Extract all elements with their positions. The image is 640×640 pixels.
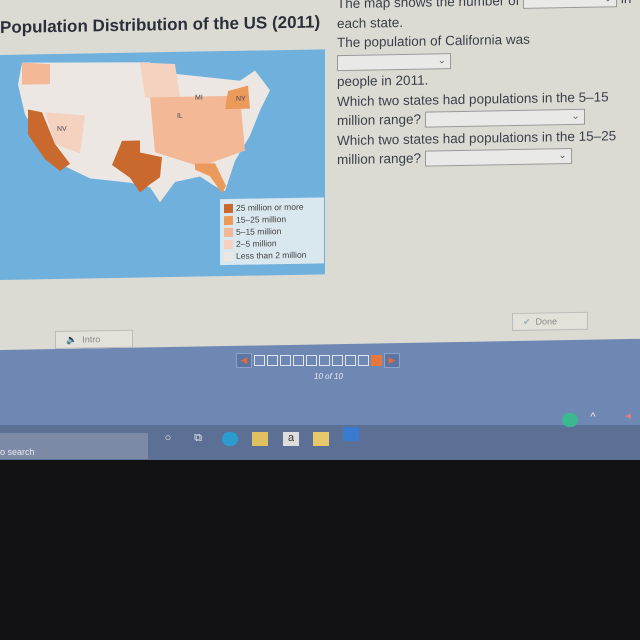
page-3[interactable] [280,355,291,366]
page-8[interactable] [345,355,356,366]
intro-label: Intro [82,334,101,345]
legend-swatch [224,227,233,237]
state-ny [225,85,250,110]
questions: The map shows the number of ⌄ in each sta… [337,0,632,170]
page-navigator: ◀ ▶ [236,353,400,368]
state-nv-region [45,112,85,154]
store-icon[interactable] [313,432,329,446]
page-10-current[interactable] [371,355,382,366]
state-tx [112,140,162,193]
next-page-button[interactable]: ▶ [384,353,400,368]
us-population-map: NV MI IL NY 25 million or more 15–25 mil… [0,49,325,280]
question-4: Which two states had populations in the … [337,125,632,169]
page-4[interactable] [293,355,304,366]
q4-dropdown[interactable]: ⌄ [424,148,572,168]
speaker-icon: 🔈 [66,334,78,345]
page-6[interactable] [319,355,330,366]
state-label-mi: MI [195,94,203,101]
page-count: 10 of 10 [314,372,343,381]
legend-swatch [224,239,233,249]
legend-label: Less than 2 million [236,249,307,261]
q1-dropdown[interactable]: ⌄ [523,0,618,10]
legend-label: 25 million or more [236,201,304,213]
prev-page-button[interactable]: ◀ [236,353,252,368]
q3-dropdown[interactable]: ⌄ [424,109,585,129]
done-button[interactable]: ✔ Done [512,311,588,332]
file-explorer-icon[interactable] [252,432,268,446]
page-9[interactable] [358,355,369,366]
state-label-il: IL [177,113,183,120]
done-label: Done [535,316,558,327]
state-label-ny: NY [236,96,246,103]
legend-label: 15–25 million [236,214,287,225]
cortana-icon[interactable]: ○ [164,432,172,444]
page-1[interactable] [254,355,265,366]
question-2: The population of California was ⌄ people… [337,28,632,92]
state-label-nv: NV [57,126,67,133]
taskbar: o search ○ ⧉ a ^ ◂ [0,410,640,460]
legend-label: 5–15 million [236,226,282,237]
map-title: Population Distribution of the US (2011) [0,12,321,37]
state-ca [28,109,70,171]
state-wa [22,62,50,85]
chevron-down-icon: ⌄ [604,0,612,9]
legend-swatch [224,203,233,213]
amazon-icon[interactable]: a [283,432,299,446]
legend-item: Less than 2 million [224,248,320,262]
page-2[interactable] [267,355,278,366]
volume-icon[interactable]: ◂ [625,410,631,422]
word-icon[interactable] [343,427,359,441]
screen: Population Distribution of the US (2011)… [0,0,640,460]
question-text: The population of California was [337,31,530,51]
page-5[interactable] [306,355,317,366]
state-mn [140,62,180,98]
intro-button[interactable]: 🔈 Intro [55,329,133,350]
question-text: in [621,0,632,6]
activity-panel: Population Distribution of the US (2011)… [0,0,640,350]
question-text: The map shows the number of [337,0,520,12]
legend-swatch [224,215,233,225]
legend-swatch [224,251,233,261]
chevron-up-icon[interactable]: ^ [590,411,596,423]
q2-dropdown[interactable]: ⌄ [337,53,451,72]
state-fl [195,163,226,194]
tray-app-icon[interactable] [562,413,578,427]
state-region-east [150,95,245,167]
chevron-down-icon: ⌄ [437,55,446,67]
question-text: people in 2011. [337,72,429,90]
map-legend: 25 million or more 15–25 million 5–15 mi… [220,197,324,266]
chevron-down-icon: ⌄ [558,150,567,162]
task-view-icon[interactable]: ⧉ [194,432,202,444]
question-text: each state. [337,14,404,31]
taskbar-search[interactable]: o search [0,433,148,459]
question-3: Which two states had populations in the … [337,86,632,130]
search-placeholder: o search [0,447,35,457]
chevron-down-icon: ⌄ [571,111,580,123]
edge-icon[interactable] [222,432,238,446]
page-7[interactable] [332,355,343,366]
checkmark-icon: ✔ [523,316,531,327]
legend-label: 2–5 million [236,238,277,249]
